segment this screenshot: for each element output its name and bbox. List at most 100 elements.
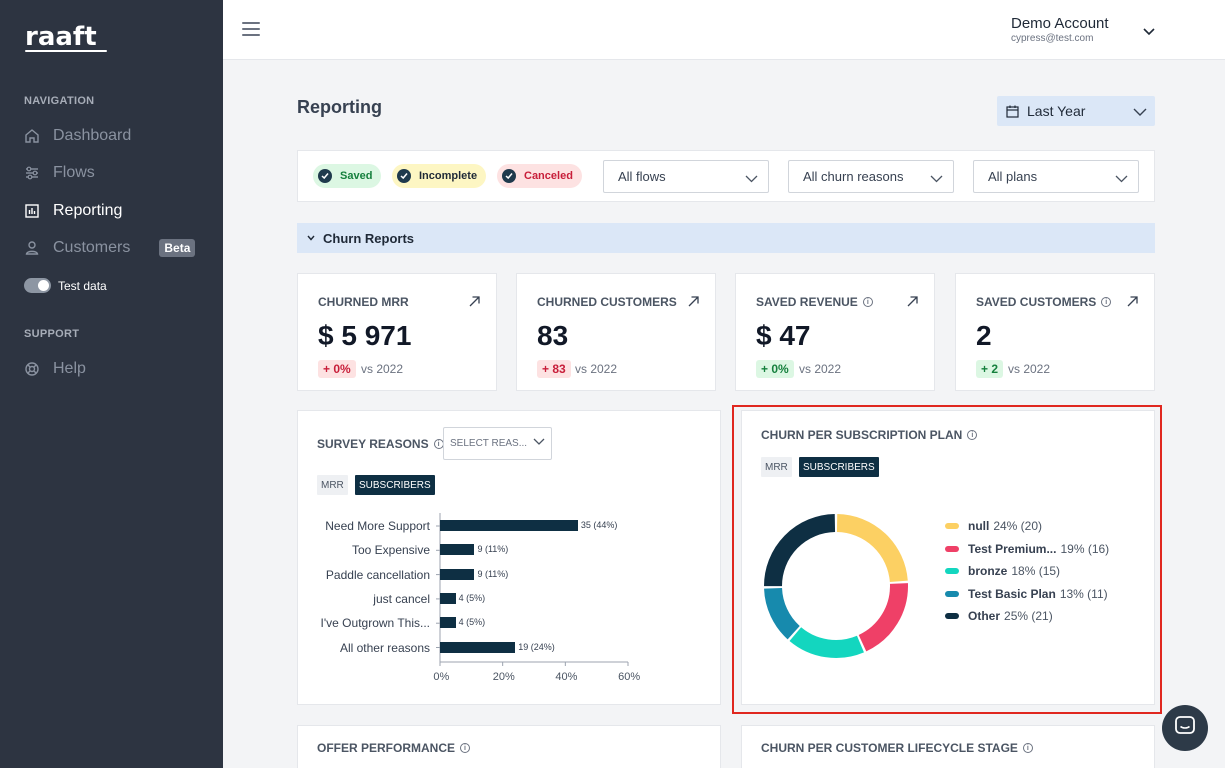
- plan-toggle-mrr[interactable]: MRR: [761, 457, 792, 477]
- home-icon: [24, 128, 40, 144]
- info-icon[interactable]: i: [1022, 743, 1033, 753]
- chat-icon: [1174, 715, 1196, 742]
- donut-slice[interactable]: [789, 627, 864, 658]
- user-icon: [24, 240, 40, 256]
- x-tick-label: 0%: [433, 671, 450, 683]
- legend-item[interactable]: Other 25% (21): [945, 608, 1053, 624]
- info-icon[interactable]: i: [1101, 297, 1112, 307]
- survey-toggle-subscribers[interactable]: SUBSCRIBERS: [355, 475, 435, 495]
- bar-data-label: 19 (24%): [518, 641, 555, 652]
- filter-pill-incomplete[interactable]: Incomplete: [392, 164, 487, 188]
- pill-label: Incomplete: [419, 170, 478, 182]
- legend-swatch: [945, 523, 959, 529]
- sidebar-item-flows[interactable]: Flows: [24, 159, 204, 187]
- churn-reasons-value: All churn reasons: [803, 169, 904, 184]
- external-link-icon[interactable]: [1127, 294, 1138, 312]
- churn-reports-section[interactable]: Churn Reports: [297, 223, 1155, 253]
- chevron-down-icon[interactable]: [1143, 23, 1155, 41]
- kpi-delta: + 83: [537, 360, 571, 378]
- survey-reason-placeholder: SELECT REAS...: [450, 438, 528, 449]
- legend-item[interactable]: bronze 18% (15): [945, 563, 1060, 579]
- donut-slice[interactable]: [858, 583, 908, 652]
- chevron-down-icon: [1133, 104, 1147, 120]
- sidebar-item-help[interactable]: Help: [24, 355, 204, 383]
- churn-reasons-select[interactable]: All churn reasons: [788, 160, 954, 193]
- sidebar-item-dashboard[interactable]: Dashboard: [24, 122, 204, 150]
- external-link-icon[interactable]: [907, 294, 918, 312]
- kpi-value: $ 47: [756, 320, 811, 351]
- sidebar-item-label: Help: [53, 360, 86, 377]
- legend-name: Other: [968, 609, 1001, 623]
- bar-data-label: 4 (5%): [458, 617, 486, 628]
- legend-value: 18% (15): [1011, 564, 1061, 578]
- flows-select[interactable]: All flows: [603, 160, 769, 193]
- legend-swatch: [945, 568, 959, 574]
- chart-icon: [24, 203, 40, 219]
- offer-performance-card: [297, 725, 721, 768]
- info-icon[interactable]: i: [460, 743, 470, 753]
- bar-category-label: Too Expensive: [351, 543, 430, 558]
- plans-select[interactable]: All plans: [973, 160, 1139, 193]
- kpi-vs: vs 2022: [1008, 362, 1051, 376]
- donut-slice[interactable]: [764, 587, 801, 640]
- legend-swatch: [945, 613, 959, 619]
- bar-category-label: All other reasons: [339, 640, 430, 655]
- bar[interactable]: [440, 568, 475, 580]
- kpi-delta: + 0%: [318, 360, 356, 378]
- bar[interactable]: [440, 520, 578, 531]
- plans-select-value: All plans: [988, 169, 1038, 184]
- legend-name: null: [968, 519, 990, 533]
- calendar-icon: [1006, 105, 1019, 118]
- logo-underline: [25, 50, 107, 52]
- sidebar-item-reporting[interactable]: Reporting: [24, 197, 204, 225]
- bar[interactable]: [440, 592, 456, 604]
- bar[interactable]: [440, 617, 456, 629]
- kpi-value: 83: [537, 320, 569, 351]
- kpi-delta: + 0%: [756, 360, 794, 378]
- plan-donut-chart: [764, 514, 908, 658]
- account-name[interactable]: Demo Account: [1011, 15, 1109, 32]
- bar-data-label: 9 (11%): [477, 544, 509, 555]
- legend-item[interactable]: Test Premium... 19% (16): [945, 541, 1109, 557]
- raaft-logo[interactable]: raaft: [25, 22, 97, 52]
- survey-reasons-title: SURVEY REASONS i: [317, 437, 444, 451]
- flows-select-value: All flows: [618, 169, 666, 184]
- pill-label: Canceled: [524, 170, 573, 182]
- legend-name: Test Premium...: [968, 541, 1057, 556]
- filter-pill-canceled[interactable]: Canceled: [497, 164, 582, 188]
- x-tick-label: 20%: [492, 671, 515, 683]
- legend-item[interactable]: null 24% (20): [945, 518, 1042, 534]
- bar[interactable]: [440, 544, 475, 556]
- kpi-title: SAVED CUSTOMERS i: [976, 295, 1112, 309]
- survey-reason-select[interactable]: SELECT REAS...: [443, 427, 552, 460]
- offer-performance-title: OFFER PERFORMANCE i: [317, 741, 470, 755]
- chevron-down-icon: [930, 171, 943, 186]
- page-title: Reporting: [297, 97, 382, 117]
- donut-slice[interactable]: [764, 514, 836, 587]
- legend-item[interactable]: Test Basic Plan 13% (11): [945, 586, 1108, 602]
- info-icon[interactable]: i: [967, 430, 978, 440]
- donut-slice[interactable]: [836, 514, 908, 583]
- pill-label: Saved: [340, 170, 373, 182]
- sidebar-item-customers[interactable]: Customers Beta: [24, 234, 204, 262]
- menu-icon[interactable]: [242, 22, 260, 36]
- test-data-toggle[interactable]: [24, 278, 51, 293]
- kpi-value: $ 5 971: [318, 320, 412, 351]
- external-link-icon[interactable]: [469, 294, 480, 312]
- chat-launcher-button[interactable]: [1162, 705, 1208, 751]
- plan-toggle-subscribers[interactable]: SUBSCRIBERS: [799, 457, 879, 477]
- bar-data-label: 9 (11%): [477, 568, 509, 579]
- bar[interactable]: [440, 641, 516, 653]
- info-icon[interactable]: i: [862, 297, 873, 307]
- external-link-icon[interactable]: [688, 294, 699, 312]
- survey-toggle-mrr[interactable]: MRR: [317, 475, 348, 495]
- bar-category-label: just cancel: [373, 591, 430, 606]
- bar-data-label: 4 (5%): [458, 592, 486, 603]
- churn-per-plan-title: CHURN PER SUBSCRIPTION PLAN i: [761, 428, 978, 442]
- filter-pill-saved[interactable]: Saved: [313, 164, 382, 188]
- date-range-select[interactable]: Last Year: [997, 96, 1155, 126]
- highlight-frame: [732, 405, 1162, 714]
- check-icon: [318, 169, 332, 183]
- lifebuoy-icon: [24, 361, 40, 377]
- test-data-label: Test data: [58, 279, 107, 293]
